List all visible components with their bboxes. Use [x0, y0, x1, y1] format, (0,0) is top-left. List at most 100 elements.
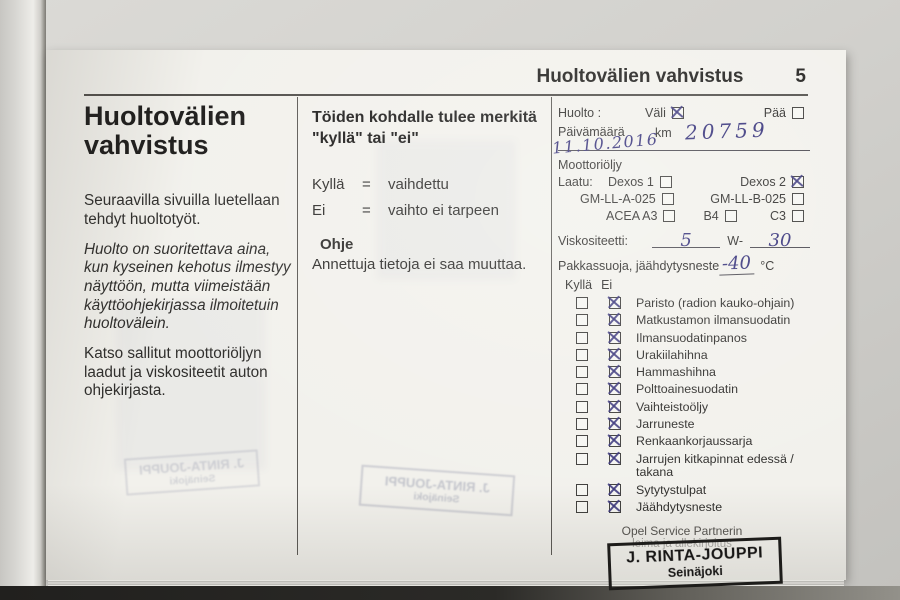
checklist-item-label: Urakiilahihna	[636, 347, 708, 362]
viscosity-first-handwritten: 5	[680, 230, 692, 251]
w-label: W-	[727, 234, 743, 248]
note-block: Ohje Annettuja tietoja ei saa muuttaa.	[312, 236, 540, 273]
gmllb-label: GM-LL-B-025	[710, 192, 786, 206]
checklist-item-label: Vaihteistoöljy	[636, 399, 709, 414]
c3-checkbox	[792, 210, 804, 222]
kylla-checkbox	[576, 452, 588, 465]
c3-label: C3	[770, 209, 786, 223]
note-heading: Ohje	[320, 235, 354, 253]
booklet-page: Huoltovälien vahvistus 5 J. RINTA-JOUPPI…	[46, 50, 846, 591]
b4-option: B4	[703, 209, 737, 223]
viscosity-second-handwritten: 30	[768, 230, 792, 251]
viscosity-first-underline: 5	[652, 227, 721, 251]
checklist: Paristo (radion kauko-ohjain) Matkustamo…	[558, 295, 810, 515]
checklist-row: Ilmansuodatinpanos	[558, 330, 810, 346]
x-mark-icon	[607, 399, 621, 413]
kylla-checkbox	[576, 366, 588, 379]
huolto-label: Huolto :	[558, 106, 602, 120]
checklist-item-label: Matkustamon ilmansuodatin	[636, 313, 791, 328]
instructions-column: Töiden kohdalle tulee merkitä "kyllä" ta…	[312, 108, 540, 273]
note-text: Annettuja tietoja ei saa muuttaa.	[312, 255, 527, 273]
dexos1-option: Dexos 1	[608, 175, 672, 189]
x-mark-icon	[607, 451, 621, 465]
x-mark-icon	[790, 174, 804, 188]
x-mark-icon	[607, 433, 621, 447]
equals-sign: =	[362, 175, 371, 193]
celsius-label: °C	[760, 259, 775, 273]
dexos2-checkbox	[792, 176, 804, 188]
x-mark-icon	[607, 482, 621, 496]
checklist-item-label: Jäähdytysneste	[636, 499, 723, 514]
x-mark-icon	[607, 295, 621, 309]
page-number: 5	[795, 66, 806, 87]
form-footer: Opel Service Partnerin leima ja allekirj…	[558, 524, 810, 600]
acea-a3-label: ACEA A3	[606, 209, 658, 223]
definitions: Kyllä = vaihdettu Ei = vaihto ei tarpeen	[312, 176, 540, 219]
date-km-row: Päivämäärä km 20759 11.10.2016	[551, 118, 810, 158]
vali-option: Väli	[645, 106, 684, 120]
viscosity-second-underline: 30	[750, 227, 810, 251]
service-form-column: Huolto : Väli Pää Päivämäärä km 20759 11…	[551, 106, 810, 600]
oil-grade-row-2: GM-LL-A-025 GM-LL-B-025	[558, 192, 810, 206]
oil-grade-row-3: ACEA A3 B4 C3	[558, 209, 810, 223]
b4-checkbox	[724, 210, 737, 222]
checklist-row: Sytytystulpat	[558, 482, 810, 498]
kylla-checkbox	[576, 500, 588, 513]
ei-checkbox	[607, 364, 621, 379]
dexos1-checkbox	[659, 176, 672, 188]
pakkassuoja-label: Pakkassuoja, jäähdytysneste	[558, 259, 720, 273]
page-header: Huoltovälien vahvistus 5	[536, 66, 806, 88]
acea-a3-checkbox	[663, 210, 676, 222]
table-shadow	[0, 586, 900, 600]
viscosity-row: Viskositeetti: 5 W- 30	[558, 227, 810, 251]
checklist-row: Renkaankorjaussarja	[558, 433, 810, 449]
kylla-checkbox	[576, 383, 588, 396]
b4-label: B4	[703, 209, 719, 223]
x-mark-icon	[607, 330, 621, 344]
dexos2-label: Dexos 2	[740, 175, 786, 189]
vali-label: Väli	[645, 106, 666, 120]
paa-checkbox	[792, 107, 804, 119]
paa-option: Pää	[764, 106, 804, 120]
ei-checkbox	[607, 433, 621, 448]
ei-checkbox	[607, 330, 621, 344]
checklist-row: Hammashihna	[558, 364, 810, 380]
kylla-checkbox	[576, 435, 588, 448]
definition-term: Kyllä	[312, 175, 345, 193]
footer-line-2: leima ja allekirjoitus	[632, 537, 732, 550]
x-mark-icon	[607, 312, 621, 326]
footer-line-1: Opel Service Partnerin	[621, 523, 743, 538]
definition-text: vaihto ei tarpeen	[388, 201, 499, 219]
intro-paragraph-1: Seuraavilla sivuilla luetellaan tehdyt h…	[84, 192, 280, 228]
ei-checkbox	[607, 381, 621, 396]
gmllb-option: GM-LL-B-025	[710, 192, 804, 206]
dealer-stamp: J. RINTA-JOUPPI Seinäjoki	[607, 536, 783, 591]
oil-grade-row-1: Laatu: Dexos 1 Dexos 2	[558, 175, 810, 189]
engine-oil-row: Moottoriöljy	[558, 158, 810, 172]
paa-label: Pää	[763, 106, 786, 120]
acea-a3-option: ACEA A3	[606, 209, 676, 223]
checklist-row: Paristo (radion kauko-ohjain)	[558, 295, 810, 311]
x-mark-icon	[607, 364, 621, 378]
gmlla-label: GM-LL-A-025	[580, 192, 656, 206]
kylla-checkbox	[576, 297, 588, 309]
running-header-title: Huoltovälien vahvistus	[536, 66, 744, 87]
checklist-row: Polttoainesuodatin	[558, 383, 810, 397]
checklist-item-label: Renkaankorjaussarja	[636, 434, 753, 449]
intro-paragraph-2: Huolto on suoritettava aina, kun kyseine…	[84, 240, 291, 333]
x-mark-icon	[607, 381, 621, 395]
intro-column: Huoltovälien vahvistus Seuraavilla sivui…	[84, 101, 298, 412]
x-mark-icon	[607, 416, 621, 430]
x-mark-icon	[607, 499, 621, 513]
gmlla-option: GM-LL-A-025	[580, 192, 674, 206]
kylla-checkbox	[576, 417, 588, 430]
checklist-row: Jäähdytysneste	[558, 499, 810, 515]
checklist-column-headers: Kyllä Ei	[558, 278, 810, 292]
checklist-item-label: Sytytystulpat	[636, 482, 707, 497]
ei-checkbox	[607, 499, 621, 513]
checklist-row: Matkustamon ilmansuodatin	[558, 312, 810, 328]
vali-checkbox	[671, 107, 684, 119]
dexos1-label: Dexos 1	[608, 175, 654, 189]
laatu-label: Laatu:	[558, 175, 593, 189]
